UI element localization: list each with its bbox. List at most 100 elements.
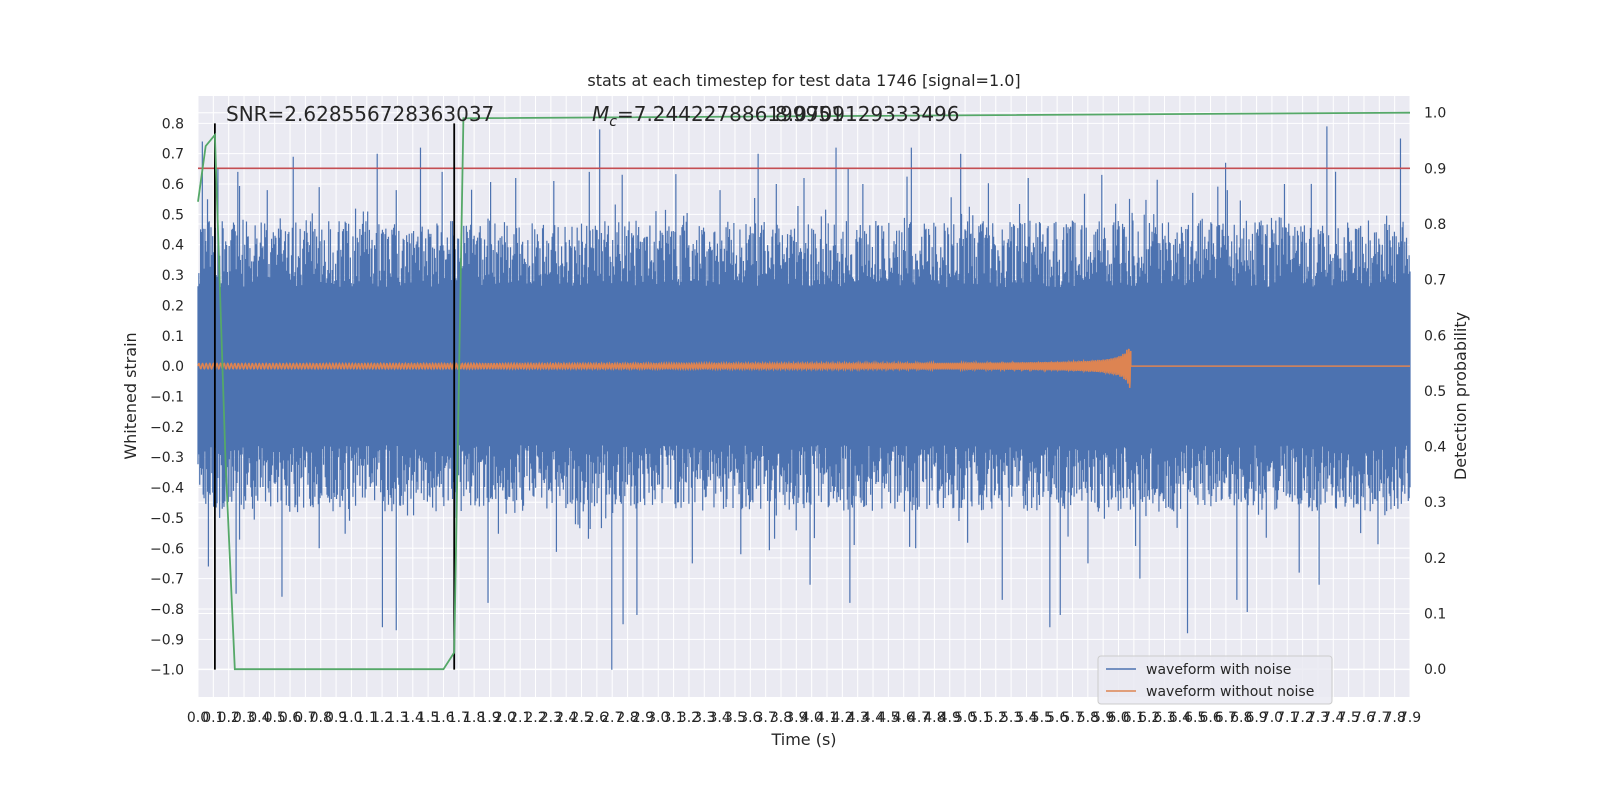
x-tick-label: 6.2 xyxy=(1138,710,1160,726)
x-tick-label: 1.7 xyxy=(448,710,470,726)
y2-tick-label: 1.0 xyxy=(1424,106,1446,122)
y-tick-label: −1.0 xyxy=(150,663,184,679)
x-tick-label: 5.8 xyxy=(1077,710,1099,726)
x-tick-label: 4.0 xyxy=(801,710,823,726)
x-tick-label: 3.1 xyxy=(662,710,684,726)
x-tick-label: 6.1 xyxy=(1123,710,1145,726)
x-tick-label: 5.1 xyxy=(969,710,991,726)
y2-tick-label: 0.8 xyxy=(1424,217,1446,233)
x-tick-label: 2.3 xyxy=(540,710,562,726)
legend-label-noise: waveform with noise xyxy=(1146,662,1291,678)
x-tick-label: 3.4 xyxy=(708,710,730,726)
mc-subscript: c xyxy=(609,114,617,130)
x-tick-label: 2.2 xyxy=(524,710,546,726)
x-tick-label: 4.4 xyxy=(862,710,884,726)
overlay-layer xyxy=(197,111,1411,671)
x-tick-label: 3.5 xyxy=(724,710,746,726)
x-tick-label: 3.7 xyxy=(755,710,777,726)
x-tick-label: 7.1 xyxy=(1276,710,1298,726)
y-tick-label: 0.1 xyxy=(162,329,184,345)
mc-overlap-annotation: 8.0709129333496 xyxy=(775,102,960,126)
y2-tick-label: 0.6 xyxy=(1424,328,1446,344)
y-tick-label: 0.0 xyxy=(162,359,184,375)
mc-value: =7.244227886199951 xyxy=(617,102,844,126)
x-tick-label: 0.7 xyxy=(294,710,316,726)
x-tick-label: 3.9 xyxy=(785,710,807,726)
x-tick-label: 3.6 xyxy=(739,710,761,726)
x-tick-label: 2.8 xyxy=(616,710,638,726)
x-tick-label: 5.4 xyxy=(1015,710,1037,726)
x-tick-label: 1.9 xyxy=(478,710,500,726)
x-tick-label: 2.6 xyxy=(586,710,608,726)
x-tick-label: 4.6 xyxy=(893,710,915,726)
mc-annotation: Mc=7.244227886199951 xyxy=(592,102,844,130)
y-tick-label: −0.7 xyxy=(150,572,184,588)
x-tick-label: 0.1 xyxy=(202,710,224,726)
snr-annotation: SNR=2.628556728363037 xyxy=(226,102,494,126)
x-tick-label: 2.7 xyxy=(601,710,623,726)
x-tick-label: 2.4 xyxy=(555,710,577,726)
y-tick-label: 0.3 xyxy=(162,268,184,284)
x-tick-label: 0.5 xyxy=(264,710,286,726)
x-tick-label: 2.5 xyxy=(570,710,592,726)
legend: waveform with noise waveform without noi… xyxy=(1097,655,1333,705)
legend-label-clean: waveform without noise xyxy=(1146,684,1314,700)
x-tick-label: 6.3 xyxy=(1153,710,1175,726)
y-tick-label: −0.2 xyxy=(150,420,184,436)
x-axis-label: Time (s) xyxy=(770,730,836,749)
y-tick-label: 0.4 xyxy=(162,238,184,254)
x-tick-label: 4.1 xyxy=(816,710,838,726)
x-tick-label: 4.9 xyxy=(939,710,961,726)
y-tick-label: −0.9 xyxy=(150,632,184,648)
y-tick-label: −0.1 xyxy=(150,390,184,406)
x-tick-label: 0.0 xyxy=(187,710,209,726)
y-tick-label: −0.4 xyxy=(150,481,184,497)
y-tick-label: −0.8 xyxy=(150,602,184,618)
x-tick-label: 6.5 xyxy=(1184,710,1206,726)
x-tick-label: 7.8 xyxy=(1384,710,1406,726)
y-tick-label: 0.8 xyxy=(162,116,184,132)
y-tick-label: 0.5 xyxy=(162,207,184,223)
x-tick-label: 3.3 xyxy=(693,710,715,726)
y-axis-label: Whitened strain xyxy=(121,332,140,459)
x-tick-label: 4.5 xyxy=(877,710,899,726)
chart-title: stats at each timestep for test data 174… xyxy=(587,71,1020,90)
x-tick-label: 1.1 xyxy=(356,710,378,726)
x-tick-label: 1.5 xyxy=(417,710,439,726)
x-tick-label: 4.7 xyxy=(908,710,930,726)
x-tick-label: 2.9 xyxy=(632,710,654,726)
x-tick-label: 4.2 xyxy=(831,710,853,726)
x-tick-label: 6.0 xyxy=(1107,710,1129,726)
x-tick-label: 5.6 xyxy=(1046,710,1068,726)
x-tick-label: 5.5 xyxy=(1031,710,1053,726)
x-tick-label: 1.8 xyxy=(463,710,485,726)
x-tick-label: 2.1 xyxy=(509,710,531,726)
x-tick-label: 3.8 xyxy=(770,710,792,726)
x-tick-label: 5.9 xyxy=(1092,710,1114,726)
x-tick-label: 7.3 xyxy=(1307,710,1329,726)
x-tick-label: 0.9 xyxy=(325,710,347,726)
y2-tick-label: 0.0 xyxy=(1424,662,1446,678)
x-tick-label: 6.9 xyxy=(1245,710,1267,726)
ticks: 0.00.10.20.30.40.50.60.70.80.91.01.11.21… xyxy=(150,106,1446,726)
x-tick-label: 7.6 xyxy=(1353,710,1375,726)
x-tick-label: 3.0 xyxy=(647,710,669,726)
x-tick-label: 7.0 xyxy=(1261,710,1283,726)
x-tick-label: 3.2 xyxy=(678,710,700,726)
x-tick-label: 6.8 xyxy=(1230,710,1252,726)
y-tick-label: 0.7 xyxy=(162,147,184,163)
x-tick-label: 5.3 xyxy=(1000,710,1022,726)
y2-tick-label: 0.4 xyxy=(1424,440,1446,456)
x-tick-label: 7.9 xyxy=(1399,710,1421,726)
y2-axis-label: Detection probability xyxy=(1451,312,1470,480)
y-tick-label: 0.2 xyxy=(162,298,184,314)
x-tick-label: 0.3 xyxy=(233,710,255,726)
x-tick-label: 0.6 xyxy=(279,710,301,726)
x-tick-label: 6.4 xyxy=(1169,710,1191,726)
x-tick-label: 0.8 xyxy=(310,710,332,726)
x-tick-label: 5.2 xyxy=(985,710,1007,726)
waveform-without-noise-series xyxy=(197,348,1410,388)
y-tick-label: −0.6 xyxy=(150,541,184,557)
x-tick-label: 4.3 xyxy=(847,710,869,726)
